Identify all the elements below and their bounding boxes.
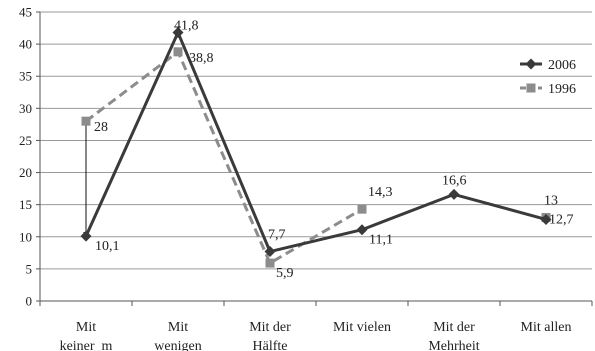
series-line-2006 — [84, 31, 547, 254]
legend-label-1996: 1996 — [548, 82, 576, 97]
y-tick-label: 45 — [19, 5, 32, 20]
legend-label-2006: 2006 — [548, 58, 576, 73]
data-label-1996: 38,8 — [189, 51, 214, 66]
legend-marker-2006 — [525, 58, 537, 70]
point-1996 — [81, 116, 91, 126]
series — [80, 27, 552, 268]
data-label-2006: 41,8 — [174, 19, 199, 34]
y-tick-label: 0 — [26, 294, 33, 309]
point-2006 — [172, 27, 184, 39]
y-tick-label: 5 — [26, 261, 33, 276]
data-label-2006: 16,6 — [442, 173, 467, 188]
y-tick-label: 35 — [19, 69, 32, 84]
point-2006 — [80, 230, 92, 242]
x-tick-label: Mit vielen — [333, 320, 391, 335]
legend-marker-1996 — [526, 83, 536, 93]
data-label-1996: 5,9 — [276, 266, 294, 281]
data-label-2006: 12,7 — [549, 212, 574, 227]
point-2006 — [356, 224, 368, 236]
point-2006 — [540, 213, 552, 225]
x-tick-label: keiner_m — [60, 339, 113, 351]
data-label-2006: 11,1 — [369, 233, 393, 248]
data-label-2006: 7,7 — [268, 228, 286, 243]
legend: 2006 1996 — [520, 58, 576, 97]
point-1996 — [357, 204, 367, 214]
x-tick-label: Mit allen — [521, 320, 572, 335]
data-label-2006: 10,1 — [95, 239, 120, 254]
y-tick-label: 15 — [19, 197, 32, 212]
data-labels: 28 38,8 5,9 14,3 13 10,1 41,8 7,7 11,1 16,6 12,7 — [94, 19, 574, 282]
data-label-1996: 28 — [94, 120, 108, 135]
x-tick-label: Mit — [76, 320, 96, 335]
y-tick-label: 30 — [19, 101, 32, 116]
series-line-1996 — [85, 50, 363, 265]
x-tick-label: Hälfte — [253, 339, 288, 351]
point-2006 — [448, 188, 460, 200]
point-2006 — [264, 246, 276, 258]
data-label-1996: 13 — [544, 194, 558, 209]
grid-lines — [40, 11, 592, 270]
axes: 0 5 10 15 20 25 30 35 40 45 Mit keiner_m Mit wenigen M… — [19, 5, 593, 351]
point-1996 — [265, 258, 275, 268]
x-tick-label: wenigen — [154, 339, 201, 351]
x-tick-label: Mit der — [249, 320, 291, 335]
y-tick-label: 10 — [19, 229, 32, 244]
x-tick-label: Mit — [168, 320, 188, 335]
y-tick-label: 40 — [19, 37, 32, 52]
point-1996 — [173, 47, 183, 57]
x-tick-label: Mit der — [433, 320, 475, 335]
x-tick-label: Mehrheit — [428, 339, 479, 351]
y-tick-label: 20 — [19, 165, 32, 180]
y-tick-label: 25 — [19, 133, 32, 148]
data-label-1996: 14,3 — [368, 185, 393, 200]
